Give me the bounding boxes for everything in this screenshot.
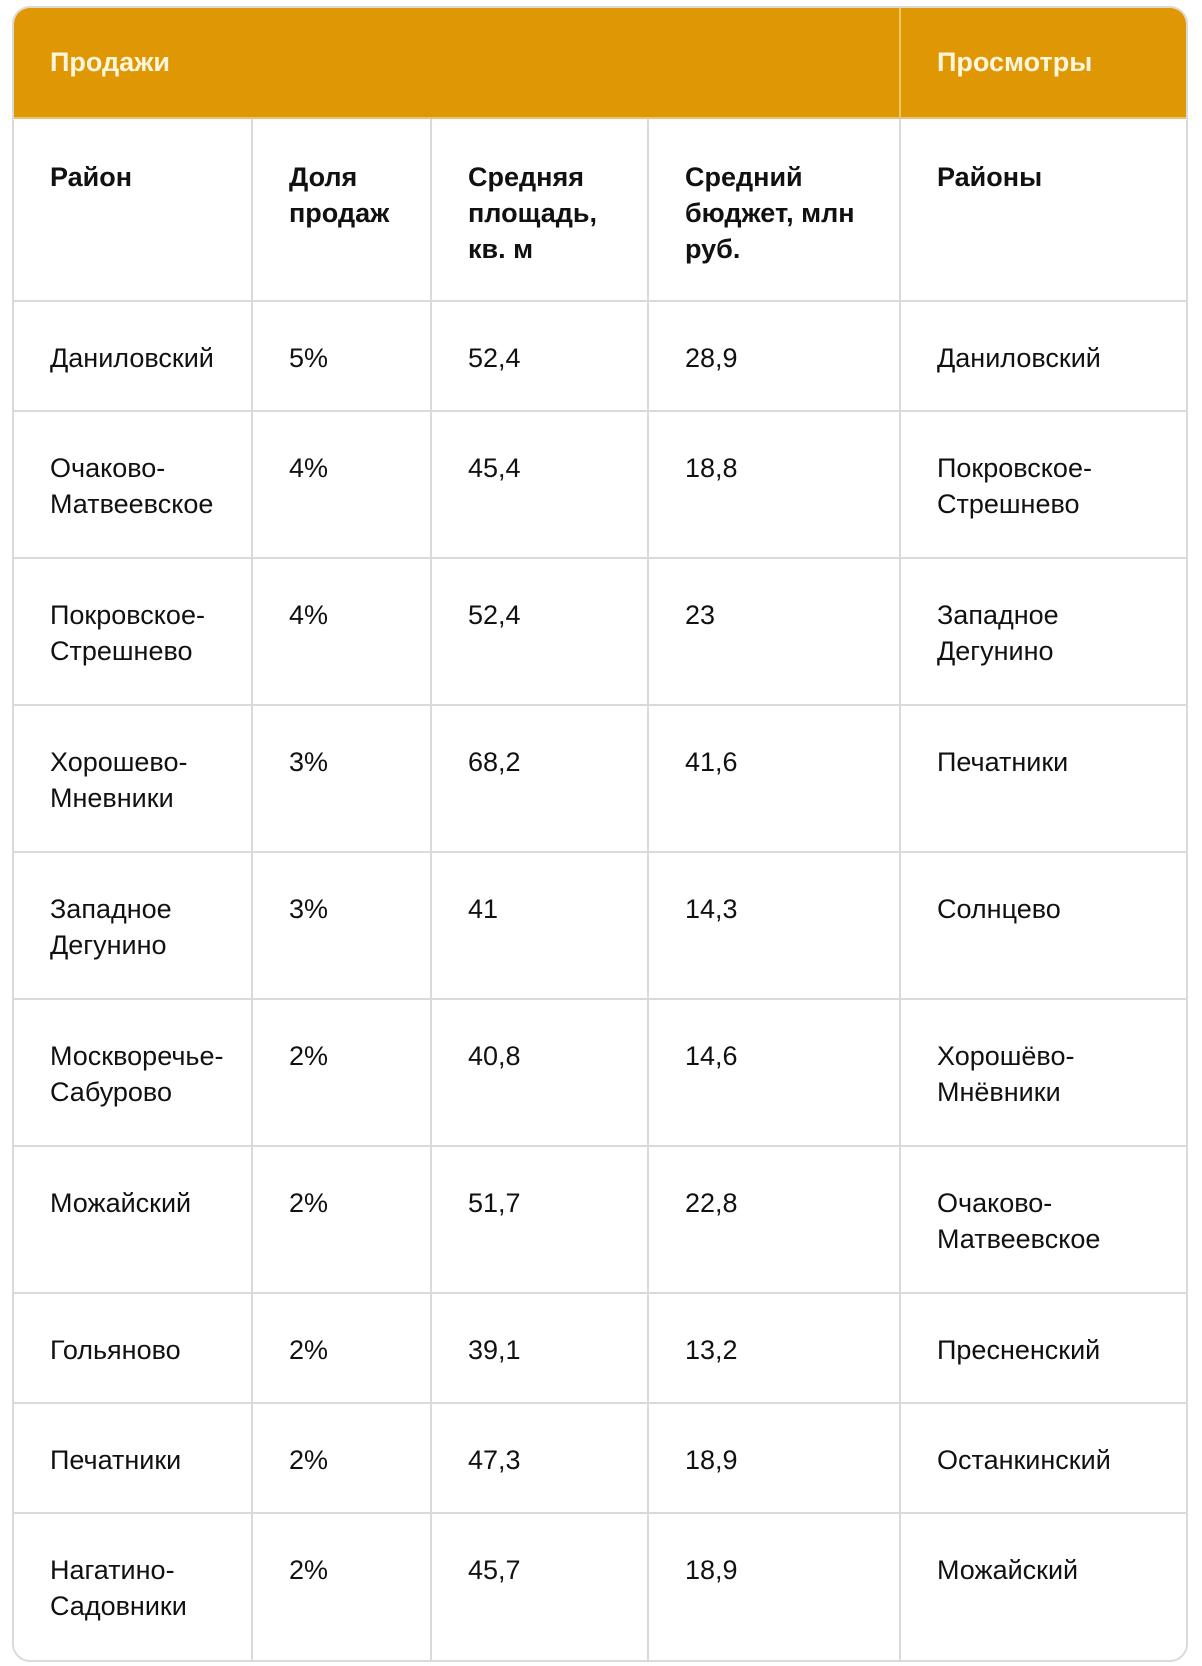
table-row: Даниловский 5% 52,4 28,9 Даниловский [14, 301, 1186, 412]
cell-area: 45,7 [431, 1513, 649, 1660]
districts-table: Продажи Просмотры Район Доля продаж Сред… [12, 6, 1188, 1662]
table-row: Москворечье-Сабурово 2% 40,8 14,6 Хорошё… [14, 999, 1186, 1147]
cell-share: 4% [252, 411, 432, 559]
cell-area: 47,3 [431, 1403, 649, 1514]
table-row: Покровское-Стрешнево 4% 52,4 23 Западное… [14, 558, 1186, 706]
cell-share: 2% [252, 999, 432, 1147]
cell-budget: 18,9 [648, 1403, 901, 1514]
cell-view-district: Солнцево [900, 852, 1186, 1000]
group-header-views: Просмотры [899, 8, 1186, 119]
cell-share: 3% [252, 852, 432, 1000]
cell-budget: 14,3 [648, 852, 901, 1000]
cell-budget: 22,8 [648, 1146, 901, 1294]
cell-budget: 14,6 [648, 999, 901, 1147]
cell-view-district: Хорошёво-Мнёвники [900, 999, 1186, 1147]
cell-area: 41 [431, 852, 649, 1000]
cell-district: Очаково-Матвеевское [14, 411, 253, 559]
cell-district: Покровское-Стрешнево [14, 558, 253, 706]
table-row: Хорошево-Мневники 3% 68,2 41,6 Печатники [14, 705, 1186, 853]
cell-budget: 41,6 [648, 705, 901, 853]
group-header-row: Продажи Просмотры [14, 8, 1186, 119]
table-row: Можайский 2% 51,7 22,8 Очаково-Матвеевск… [14, 1146, 1186, 1294]
cell-view-district: Печатники [900, 705, 1186, 853]
cell-area: 45,4 [431, 411, 649, 559]
column-header-share: Доля продаж [252, 118, 432, 302]
cell-area: 68,2 [431, 705, 649, 853]
cell-district: Западное Дегунино [14, 852, 253, 1000]
cell-area: 52,4 [431, 301, 649, 412]
cell-budget: 18,8 [648, 411, 901, 559]
column-header-budget: Средний бюджет, млн руб. [648, 118, 901, 302]
cell-view-district: Очаково-Матвеевское [900, 1146, 1186, 1294]
cell-share: 5% [252, 301, 432, 412]
group-header-sales: Продажи [14, 8, 900, 119]
column-header-row: Район Доля продаж Средняя площадь, кв. м… [14, 118, 1186, 302]
cell-area: 52,4 [431, 558, 649, 706]
table-row: Гольяново 2% 39,1 13,2 Пресненский [14, 1293, 1186, 1404]
table-row: Западное Дегунино 3% 41 14,3 Солнцево [14, 852, 1186, 1000]
cell-area: 51,7 [431, 1146, 649, 1294]
cell-share: 2% [252, 1146, 432, 1294]
cell-share: 4% [252, 558, 432, 706]
cell-area: 39,1 [431, 1293, 649, 1404]
table-row: Печатники 2% 47,3 18,9 Останкинский [14, 1403, 1186, 1514]
cell-district: Нагатино-Садовники [14, 1513, 253, 1660]
cell-district: Можайский [14, 1146, 253, 1294]
column-header-area: Средняя площадь, кв. м [431, 118, 649, 302]
table-row: Нагатино-Садовники 2% 45,7 18,9 Можайски… [14, 1513, 1186, 1660]
sales-views-table: Продажи Просмотры Район Доля продаж Сред… [14, 8, 1186, 1660]
cell-share: 3% [252, 705, 432, 853]
cell-share: 2% [252, 1403, 432, 1514]
table-row: Очаково-Матвеевское 4% 45,4 18,8 Покровс… [14, 411, 1186, 559]
cell-budget: 13,2 [648, 1293, 901, 1404]
cell-budget: 23 [648, 558, 901, 706]
cell-district: Печатники [14, 1403, 253, 1514]
column-header-view-districts: Районы [900, 118, 1186, 302]
cell-share: 2% [252, 1293, 432, 1404]
cell-view-district: Можайский [937, 1555, 1079, 1585]
cell-area: 40,8 [431, 999, 649, 1147]
cell-district: Хорошево-Мневники [14, 705, 253, 853]
cell-budget: 28,9 [648, 301, 901, 412]
cell-district: Гольяново [14, 1293, 253, 1404]
cell-view-district: Западное Дегунино [900, 558, 1186, 706]
cell-budget: 18,9 [648, 1513, 901, 1660]
cell-view-district: Останкинский [900, 1403, 1186, 1514]
cell-view-district: Даниловский [900, 301, 1186, 412]
cell-view-district: Покровское-Стрешнево [900, 411, 1186, 559]
cell-share: 2% [252, 1513, 432, 1660]
cell-district: Даниловский [14, 301, 253, 412]
column-header-district: Район [14, 118, 253, 302]
cell-view-district: Пресненский [900, 1293, 1186, 1404]
cell-district: Москворечье-Сабурово [14, 999, 253, 1147]
